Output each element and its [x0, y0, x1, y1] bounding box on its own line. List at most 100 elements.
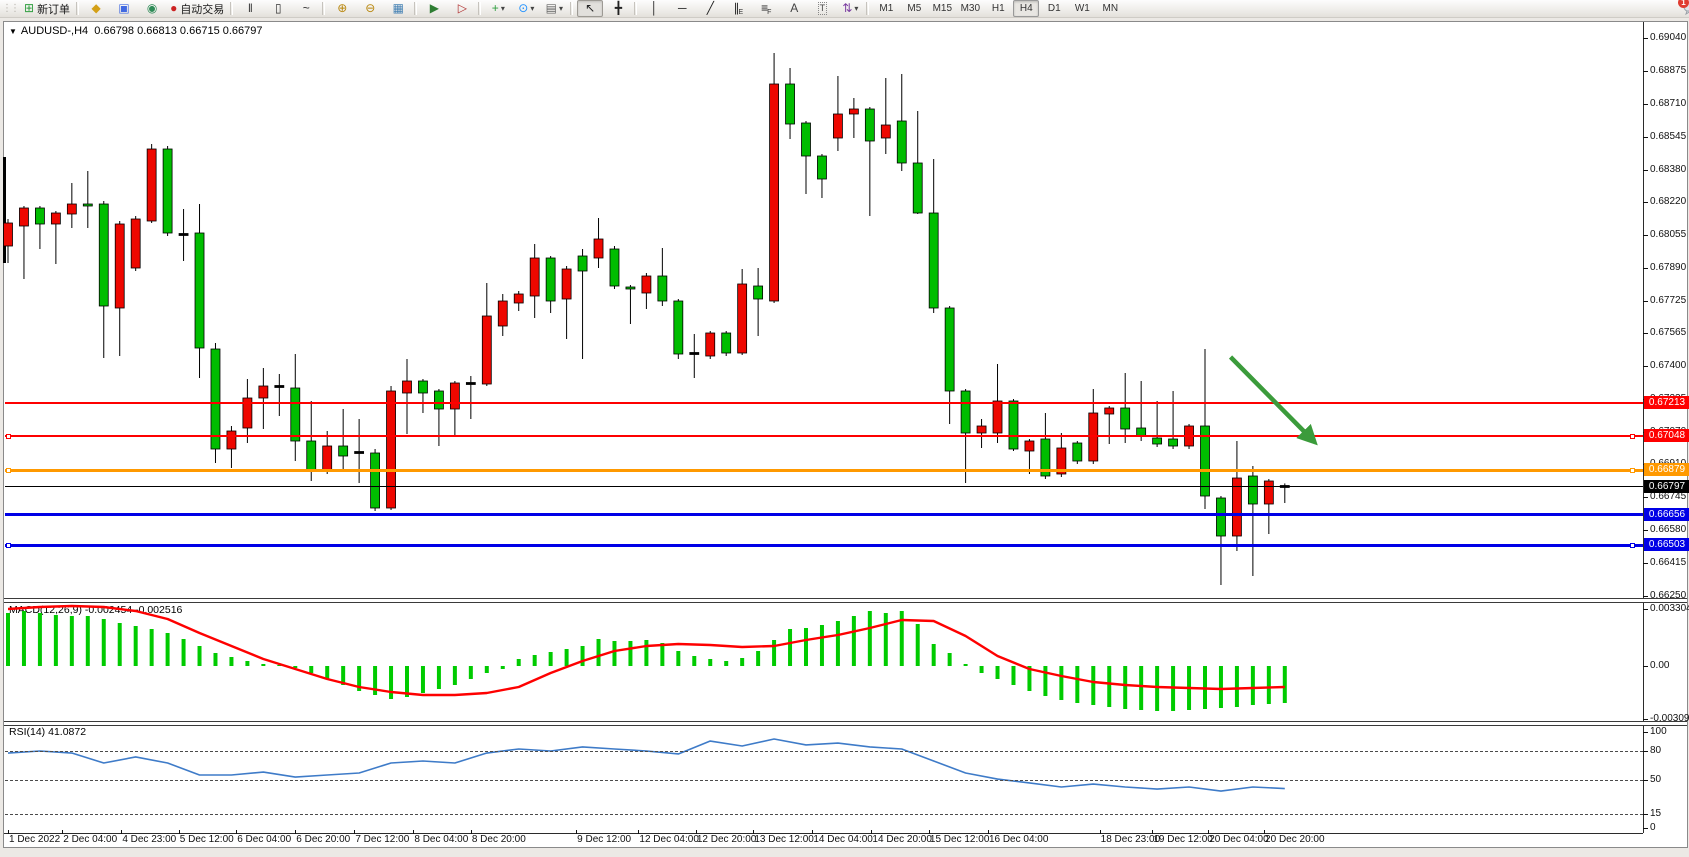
rsi-tick-label: 15	[1650, 807, 1662, 819]
price-line-0.66879[interactable]	[5, 468, 1643, 472]
candle	[66, 183, 77, 228]
line-handle[interactable]	[1630, 434, 1635, 440]
chart-window[interactable]: ▼ AUDUSD-,H4 0.66798 0.66813 0.66715 0.66…	[3, 21, 1689, 848]
price-line-0.66797[interactable]	[5, 486, 1643, 488]
timeframe-m15-button[interactable]: M15	[932, 3, 953, 14]
price-line-0.67213[interactable]	[5, 402, 1643, 405]
arrows-button[interactable]: ⇅ ▾	[837, 0, 863, 17]
rsi-label: RSI(14) 41.0872	[9, 726, 87, 738]
price-tick	[1643, 71, 1648, 72]
channel-button[interactable]: ∥ E	[725, 0, 751, 17]
periods-button[interactable]: ⊙ ▾	[513, 0, 539, 17]
trendline-button[interactable]: ╱	[697, 0, 723, 17]
chart-collapse-icon[interactable]: ▼	[9, 27, 17, 36]
toolbar-grip[interactable]: ⋮⋮	[2, 3, 20, 14]
candle-body	[593, 238, 604, 259]
auto-trading-button[interactable]: ● 自动交易	[167, 0, 227, 17]
date-tick	[295, 830, 297, 834]
rsi-tick	[1643, 780, 1648, 781]
templates-button[interactable]: ▤ ▾	[541, 0, 567, 17]
candle-body	[1056, 447, 1067, 475]
text-label-icon: T	[817, 2, 828, 15]
candle	[1104, 406, 1115, 444]
date-label: 1 Dec 2022	[9, 834, 61, 845]
candle	[497, 294, 508, 336]
candle	[561, 266, 572, 339]
price-line-0.67048[interactable]	[5, 435, 1643, 438]
channel-icon: ∥	[733, 1, 740, 15]
candle	[1152, 401, 1163, 447]
line-handle[interactable]	[1630, 468, 1635, 474]
trendline-icon: ╱	[706, 1, 714, 15]
date-axis-line	[4, 833, 1643, 834]
text-button[interactable]: A	[781, 0, 807, 17]
candle-body	[689, 352, 700, 355]
candlestick-chart-button[interactable]: ▯	[265, 0, 291, 17]
candle-body	[354, 451, 365, 454]
timeframe-m5-button[interactable]: M5	[907, 3, 922, 14]
line-handle[interactable]	[6, 543, 11, 549]
candle-body	[609, 248, 620, 287]
price-tick-label: 0.68055	[1650, 229, 1687, 240]
candle-body	[82, 203, 93, 207]
history-center-button[interactable]: ◆	[83, 0, 109, 17]
timeframe-d1-button[interactable]: D1	[1047, 3, 1061, 14]
signals-button[interactable]: ◉	[139, 0, 165, 17]
vertical-line-button[interactable]: │	[641, 0, 667, 17]
price-line-0.66656[interactable]	[5, 513, 1643, 517]
line-chart-button[interactable]: ~	[293, 0, 319, 17]
timeframe-h4-button[interactable]: H4	[1013, 0, 1040, 17]
candle-body	[402, 380, 412, 394]
indicators-button[interactable]: + ▾	[485, 0, 511, 17]
zoom-out-button[interactable]: ⊖	[357, 0, 383, 17]
macd-splitter[interactable]	[4, 598, 1687, 603]
candle	[848, 98, 859, 138]
text-label-button[interactable]: T	[809, 0, 835, 17]
line-handle[interactable]	[6, 468, 11, 474]
timeframe-h1-button[interactable]: H1	[991, 3, 1005, 14]
dropdown-caret-icon: ▾	[854, 4, 859, 13]
date-label: 18 Dec 23:00	[1100, 834, 1161, 845]
candle	[465, 376, 476, 419]
bar-chart-button[interactable]: ‖	[237, 0, 263, 17]
rsi-splitter[interactable]	[4, 721, 1687, 726]
auto-scroll-button[interactable]: ▶	[421, 0, 447, 17]
tile-windows-button[interactable]: ▦	[385, 0, 411, 17]
price-tick-label: 0.68380	[1650, 164, 1687, 175]
timeframe-m30-button[interactable]: M30	[960, 3, 981, 14]
price-badge: 0.66503	[1644, 538, 1689, 552]
candle-body	[1104, 407, 1115, 415]
candle-body	[928, 212, 939, 309]
timeframe-m1-button[interactable]: M1	[879, 3, 894, 14]
date-tick	[1099, 830, 1101, 834]
line-handle[interactable]	[6, 434, 11, 440]
date-tick	[8, 830, 9, 834]
candle	[609, 246, 620, 289]
line-handle[interactable]	[1630, 543, 1635, 549]
price-tick-label: 0.66250	[1650, 590, 1687, 601]
crosshair-button[interactable]: ╋	[605, 0, 631, 17]
chart-shift-button[interactable]: ▷	[449, 0, 475, 17]
candle-body	[721, 332, 732, 354]
date-label: 14 Dec 20:00	[872, 834, 932, 845]
timeframe-w1-button[interactable]: W1	[1074, 3, 1090, 14]
candle-body	[673, 300, 684, 355]
candle-body	[625, 286, 636, 290]
date-tick	[638, 830, 640, 834]
price-line-0.66503[interactable]	[5, 543, 1643, 547]
trend-arrow[interactable]	[1228, 355, 1318, 446]
date-label: 8 Dec 20:00	[471, 834, 526, 845]
candle-body	[210, 348, 221, 450]
price-axis-line	[1643, 22, 1644, 833]
candle-body	[497, 300, 508, 327]
cursor-button[interactable]: ↖	[577, 0, 604, 17]
zoom-in-button[interactable]: ⊕	[329, 0, 355, 17]
timeframe-mn-button[interactable]: MN	[1102, 3, 1119, 14]
rsi-tick	[1643, 751, 1648, 753]
new-order-button[interactable]: ⊞ 新订单	[21, 0, 73, 17]
fibonacci-button[interactable]: ≡ F	[753, 0, 779, 17]
candle	[833, 76, 843, 151]
horizontal-line-button[interactable]: ─	[669, 0, 695, 17]
candle	[274, 374, 285, 416]
market-watch-button[interactable]: ▣	[111, 0, 137, 17]
